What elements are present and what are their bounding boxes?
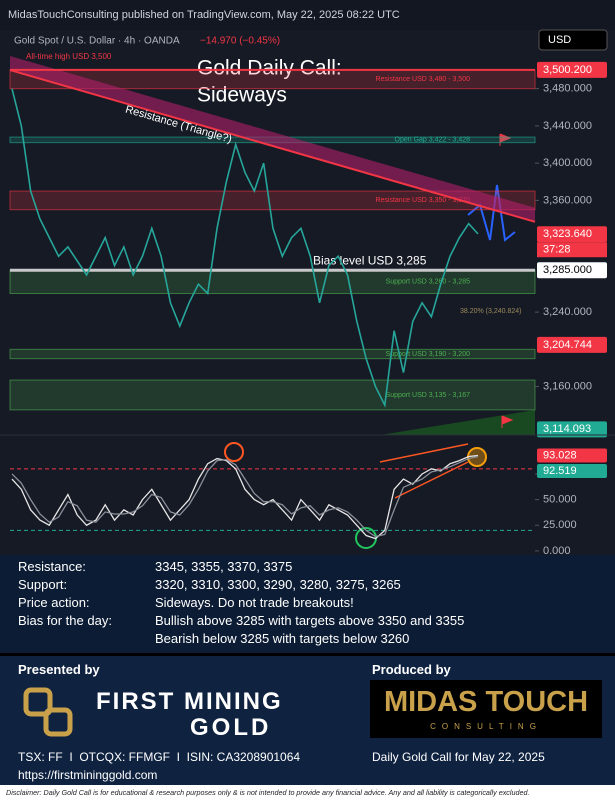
y-tick-label: 3,480.000 <box>543 83 592 95</box>
price-line <box>11 88 479 408</box>
header-bar <box>0 0 615 30</box>
y-tick-label: 50.000 <box>543 494 577 506</box>
price-tag <box>537 61 607 78</box>
zone <box>9 348 536 360</box>
fib-label: 38.20% (3,240.824) <box>460 308 522 315</box>
trendline-band <box>10 56 535 222</box>
price-change: −14.970 (−0.45%) <box>200 36 280 47</box>
published-line: MidasTouchConsulting published on Tradin… <box>8 9 400 21</box>
levels-section: Resistance: 3345, 3355, 3370, 3375 Support… <box>0 555 615 650</box>
value-tag <box>537 464 607 479</box>
price-tag <box>537 336 607 353</box>
sponsor-name: FIRST MINING <box>96 688 283 715</box>
zone <box>9 379 536 411</box>
zone-label: Open Gap 3,422 - 3,428 <box>395 137 471 144</box>
producer-logo: MIDAS TOUCH CONSULTING <box>370 680 602 738</box>
price-tag-label: 3,500.200 <box>543 64 592 76</box>
price-tag <box>537 421 607 438</box>
oscillator-line <box>11 454 479 540</box>
trendline <box>9 69 536 223</box>
projection-triangle <box>380 410 535 435</box>
row-value: 3320, 3310, 3300, 3290, 3280, 3275, 3265 <box>155 577 401 592</box>
row-values: 3345, 3355, 3370, 3375 <box>155 558 605 576</box>
producer-info: Daily Gold Call for May 22, 2025 <box>372 750 545 764</box>
row-values: 3320, 3310, 3300, 3290, 3280, 3275, 3265 <box>155 576 605 594</box>
countdown: 37:28 <box>543 244 571 256</box>
row-value: Bullish above 3285 with targets above 33… <box>155 613 465 628</box>
flag <box>501 415 514 428</box>
row-label: Resistance: <box>18 559 86 574</box>
row-value: Sideways. Do not trade breakouts! <box>155 595 354 610</box>
zone-label: Resistance USD 3,480 - 3,500 <box>375 76 470 83</box>
row-value: 3345, 3355, 3370, 3375 <box>155 559 293 574</box>
row-label: Support: <box>18 577 68 592</box>
y-tick-label: 3,400.000 <box>543 157 592 169</box>
price-tag-label: 3,204.744 <box>543 339 592 351</box>
oscillator-line <box>11 455 479 538</box>
produced-by: Produced by <box>372 662 451 677</box>
row-value: Bearish below 3285 with targets below 32… <box>155 631 410 646</box>
pattern-lines <box>379 443 469 499</box>
circle-marker <box>224 442 244 462</box>
disclaimer: Disclaimer: Daily Gold Call is for educa… <box>0 785 615 800</box>
y-tick-label: 3,240.000 <box>543 306 592 318</box>
producer-sub: CONSULTING <box>430 722 542 731</box>
zone-label: Support USD 3,135 - 3,167 <box>386 392 471 399</box>
symbol-title: Gold Spot / U.S. Dollar · 4h · OANDA <box>14 36 180 47</box>
row-label: Bias for the day: <box>18 613 112 628</box>
sponsor-info: TSX: FF I OTCQX: FFMGF I ISIN: CA3208901… <box>18 750 301 764</box>
value-tag-label: 92.519 <box>543 465 577 477</box>
row-label: Price action: <box>18 595 90 610</box>
price-tag <box>537 262 607 279</box>
chart: MidasTouchConsulting published on Tradin… <box>0 0 615 555</box>
zone-label: Support USD 3,260 - 3,285 <box>386 279 471 286</box>
presented-by: Presented by <box>18 662 100 677</box>
price-tag-label: 3,285.000 <box>543 264 592 276</box>
zone-label: Support USD 3,190 - 3,200 <box>386 351 471 358</box>
currency-label[interactable]: USD <box>548 34 571 46</box>
projection <box>467 184 516 242</box>
y-tick-label: 3,360.000 <box>543 194 592 206</box>
row-values: Bullish above 3285 with targets above 33… <box>155 612 605 648</box>
zone-label: Resistance USD 3,350 - 3,370 <box>375 197 470 204</box>
sponsor-logo-icon <box>23 687 73 737</box>
row-values: Sideways. Do not trade breakouts! <box>155 594 605 612</box>
price-tag-label: 3,323.640 <box>543 228 592 240</box>
headline: Gold Daily Call: <box>197 57 342 80</box>
y-tick-label: 0.000 <box>543 545 571 555</box>
sponsors-section: Presented by Produced by FIRST MINING GO… <box>0 653 615 788</box>
y-tick-label: 25.000 <box>543 519 577 531</box>
price-tag <box>537 226 607 243</box>
y-tick-label: 3,440.000 <box>543 120 592 132</box>
value-tag <box>537 448 607 463</box>
sponsor-url[interactable]: https://firstmininggold.com <box>18 768 158 782</box>
ath-label: All-time high USD 3,500 <box>26 52 112 61</box>
producer-name: MIDAS TOUCH <box>383 686 589 718</box>
headline: Sideways <box>197 84 287 107</box>
price-tag-label: 3,114.093 <box>543 423 591 435</box>
y-tick-label: 3,160.000 <box>543 380 592 392</box>
value-tag-label: 93.028 <box>543 449 577 461</box>
countdown-box <box>537 242 607 258</box>
sponsor-name: GOLD <box>190 714 272 741</box>
currency-button[interactable] <box>538 29 608 51</box>
